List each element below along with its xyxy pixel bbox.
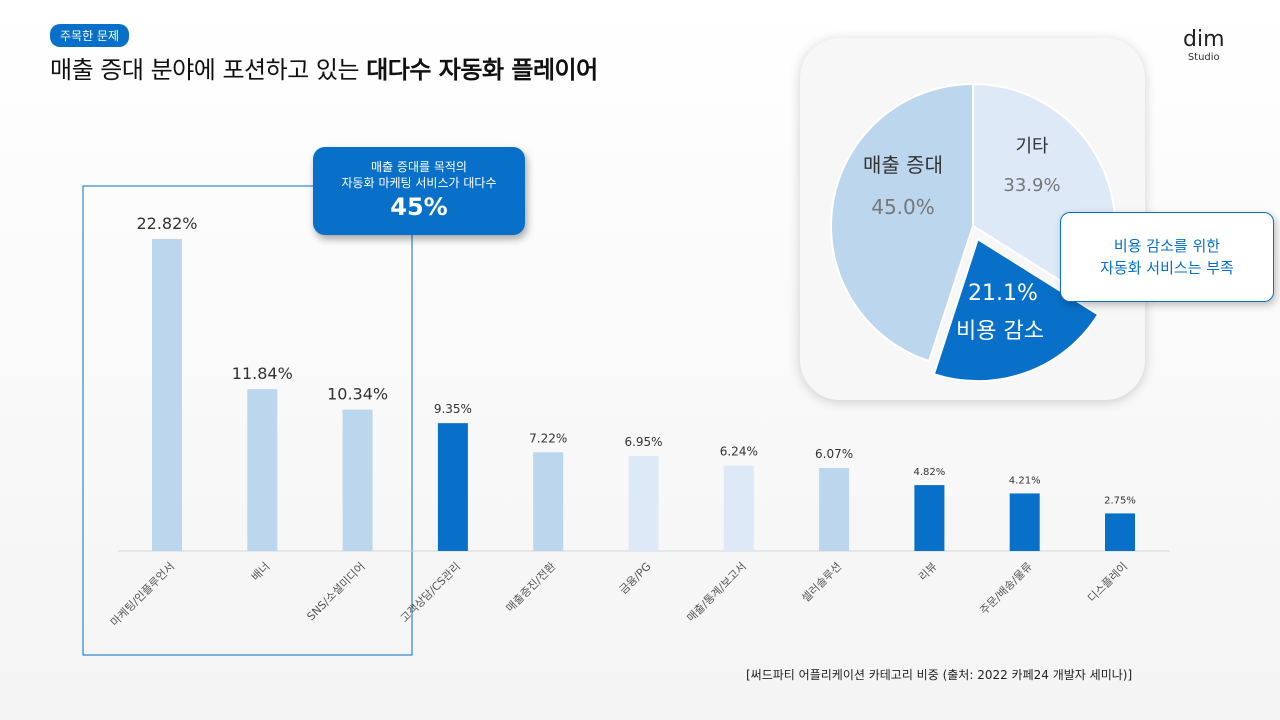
bar-value-label-10: 2.75% (1104, 495, 1136, 506)
bar-value-label-8: 4.82% (914, 467, 946, 478)
bar-value-label-1: 11.84% (232, 364, 293, 383)
bar-4 (533, 452, 564, 551)
pie-value-label-2: 21.1% (968, 281, 1038, 306)
bar-value-label-5: 6.95% (624, 435, 662, 449)
title-bold: 대다수 자동화 플레이어 (366, 56, 598, 84)
bar-1 (247, 389, 278, 551)
bar-10 (1105, 513, 1135, 551)
bar-value-label-2: 10.34% (327, 385, 388, 404)
bar-9 (1009, 493, 1040, 551)
pie-slice-label-2: 비용 감소 (956, 319, 1044, 344)
logo-sub: Studio (1187, 52, 1220, 63)
bar-value-label-6: 6.24% (720, 445, 758, 459)
bar-6 (723, 465, 754, 551)
callout-value: 45% (390, 193, 448, 221)
callout-line2: 자동화 마케팅 서비스가 대다수 (341, 176, 497, 190)
bar-3 (437, 423, 468, 551)
pie-value-label-1: 33.9% (1003, 175, 1060, 196)
source-note: [써드파티 어플리케이션 카테고리 비중 (출처: 2022 카페24 개발자 … (746, 668, 1133, 682)
bar-value-label-9: 4.21% (1009, 475, 1041, 486)
brand-logo: dim Studio (1183, 27, 1225, 64)
pie-callout-line2: 자동화 서비스는 부족 (1100, 259, 1234, 277)
pie-callout-line1: 비용 감소를 위한 (1113, 237, 1221, 255)
logo-name: dim (1183, 27, 1225, 52)
bar-7 (819, 468, 850, 551)
pie-slice-0 (830, 82, 974, 363)
bar-8 (914, 485, 945, 551)
highlight-callout: 매출 증대를 목적의 자동화 마케팅 서비스가 대다수 45% (313, 147, 525, 235)
bar-value-label-7: 6.07% (815, 447, 853, 461)
pie-callout: 비용 감소를 위한 자동화 서비스는 부족 (1060, 212, 1274, 302)
pie-value-label-0: 45.0% (871, 195, 935, 219)
bar-value-label-4: 7.22% (529, 431, 567, 445)
highlight-box (82, 185, 413, 656)
pie-slice-2 (932, 237, 1100, 383)
page-title: 매출 증대 분야에 포션하고 있는 대다수 자동화 플레이어 (50, 50, 598, 85)
pie-slice-label-0: 매출 증대 (863, 153, 943, 177)
title-normal: 매출 증대 분야에 포션하고 있는 (50, 56, 367, 84)
topic-tag: 주목한 문제 (50, 24, 130, 47)
pie-slice-label-1: 기타 (1015, 136, 1049, 157)
bar-5 (628, 455, 659, 551)
bar-2 (342, 409, 373, 551)
bar-0 (152, 239, 182, 551)
bar-value-label-3: 9.35% (434, 402, 472, 416)
callout-line1: 매출 증대를 목적의 (371, 160, 467, 174)
bar-value-label-0: 22.82% (136, 214, 197, 233)
